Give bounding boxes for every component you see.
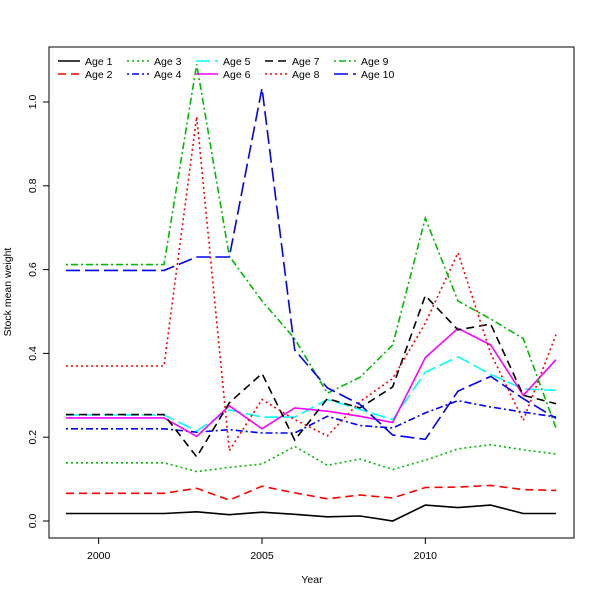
legend-label: Age 2: [85, 69, 113, 81]
series-line-age-1: [66, 504, 556, 522]
x-tick-label: 2005: [250, 550, 274, 562]
legend-label: Age 7: [292, 56, 320, 68]
y-tick-label: 0.6: [27, 262, 39, 277]
y-tick-label: 1.0: [27, 95, 39, 110]
legend-label: Age 5: [223, 56, 251, 68]
series-line-age-2: [66, 484, 557, 501]
y-axis: 0.0 0.2 0.4 0.6 0.8 1.0: [27, 95, 49, 529]
legend-label: Age 1: [85, 56, 113, 68]
series-line-age-8: [66, 116, 557, 453]
plot-frame: [48, 46, 575, 539]
series-line-age-9: [66, 64, 557, 429]
x-axis: 2000 2005 2010: [87, 538, 437, 562]
legend-label: Age 9: [361, 56, 389, 68]
series-line-age-10: [66, 88, 557, 441]
series-line-age-3: [66, 443, 557, 473]
y-tick-label: 0.8: [27, 178, 39, 193]
legend-label: Age 3: [154, 56, 182, 68]
series-line-age-7: [66, 294, 557, 459]
y-tick-label: 0.4: [27, 346, 39, 361]
legend-label: Age 6: [223, 69, 251, 81]
y-tick-label: 0.0: [27, 514, 39, 529]
legend-label: Age 4: [154, 69, 182, 81]
legend-label: Age 8: [292, 69, 320, 81]
series-line-age-4: [66, 399, 557, 434]
legend-label: Age 10: [361, 69, 394, 81]
series-lines: [66, 64, 557, 522]
y-axis-label: Stock mean weight: [2, 248, 14, 337]
x-tick-label: 2010: [414, 550, 438, 562]
x-tick-label: 2000: [87, 550, 111, 562]
y-tick-label: 0.2: [27, 430, 39, 445]
series-line-age-6: [66, 327, 557, 438]
x-axis-label: Year: [301, 574, 323, 586]
